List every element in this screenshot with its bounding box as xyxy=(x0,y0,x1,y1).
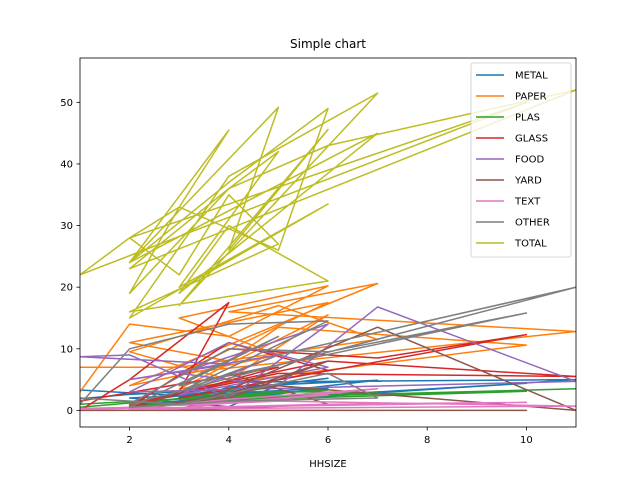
chart-title: Simple chart xyxy=(290,37,366,51)
legend-label-food: FOOD xyxy=(515,155,544,166)
y-tick-label: 40 xyxy=(60,159,73,170)
x-tick-label: 2 xyxy=(126,435,132,446)
series-line-text xyxy=(80,388,576,410)
legend-label-glass: GLASS xyxy=(515,134,548,145)
series-line-yard xyxy=(80,326,576,412)
legend-label-total: TOTAL xyxy=(514,239,547,250)
series-line-food xyxy=(80,306,576,399)
series-line-paper xyxy=(80,282,576,393)
y-tick-label: 0 xyxy=(67,406,73,417)
series-layer xyxy=(80,89,576,412)
y-tick-label: 50 xyxy=(60,98,73,109)
y-axis: 0 10 20 30 40 50 xyxy=(60,98,80,417)
x-tick-label: 6 xyxy=(325,435,331,446)
legend-label-other: OTHER xyxy=(515,218,550,229)
legend-box xyxy=(470,62,572,258)
legend-label-plas: PLAS xyxy=(515,113,540,124)
y-tick-label: 10 xyxy=(60,344,73,355)
legend-label-yard: YARD xyxy=(514,176,542,187)
x-tick-label: 10 xyxy=(520,435,533,446)
legend-label-metal: METAL xyxy=(515,71,548,82)
series-line-total xyxy=(80,89,576,319)
legend-label-text: TEXT xyxy=(514,197,541,208)
y-tick-label: 30 xyxy=(60,221,73,232)
series-line-plas xyxy=(80,388,576,409)
x-axis-label: HHSIZE xyxy=(309,459,347,470)
y-tick-label: 20 xyxy=(60,283,73,294)
x-tick-label: 4 xyxy=(226,435,232,446)
series-line-metal xyxy=(80,377,576,409)
legend: METAL PAPER PLAS GLASS FOOD YARD TEXT OTHER TOTA… xyxy=(470,62,572,258)
legend-label-paper: PAPER xyxy=(515,92,547,103)
x-axis: 2 4 6 8 10 xyxy=(126,427,533,446)
series-line-other xyxy=(80,286,576,409)
x-tick-label: 8 xyxy=(424,435,430,446)
